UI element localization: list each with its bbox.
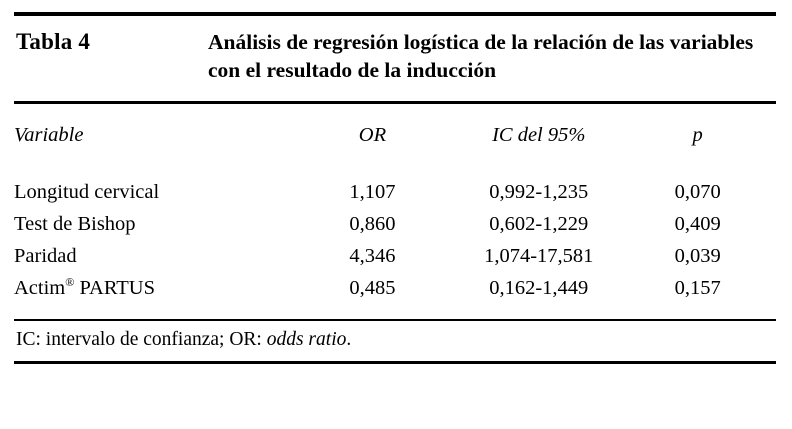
regression-table: Variable OR IC del 95% p Longitud cervic… (14, 104, 753, 305)
variable-text: PARTUS (74, 276, 156, 299)
cell-ic95: 0,992-1,235 (489, 180, 589, 203)
footnote-text: . (346, 328, 352, 350)
top-rule (14, 12, 776, 16)
bottom-rule (14, 360, 776, 364)
table-row: Test de Bishop 0,860 0,602-1,229 0,409 (14, 209, 753, 241)
cell-ic95: 0,602-1,229 (489, 212, 589, 235)
cell-or: 0,485 (349, 276, 396, 299)
header-p: p (692, 123, 703, 146)
table-row: Paridad 4,346 1,074-17,581 0,039 (14, 241, 753, 273)
cell-p: 0,157 (674, 276, 721, 299)
footnote-text: IC: intervalo de confianza; OR: (16, 328, 267, 350)
header-variable: Variable (14, 123, 84, 146)
cell-variable: Actim® PARTUS (14, 273, 310, 305)
header-rule (14, 100, 776, 104)
table-footnote: IC: intervalo de confianza; OR: odds rat… (14, 321, 776, 361)
table-label: Tabla 4 (16, 29, 91, 54)
table-row: Actim® PARTUS 0,485 0,162-1,449 0,157 (14, 273, 753, 305)
cell-variable: Paridad (14, 244, 77, 267)
cell-or: 0,860 (349, 212, 396, 235)
cell-p: 0,070 (674, 180, 721, 203)
header-ic95: IC del 95% (492, 123, 586, 146)
cell-ic95: 0,162-1,449 (489, 276, 589, 299)
table-caption: Tabla 4 Análisis de regresión logística … (14, 16, 776, 101)
registered-trademark-symbol: ® (65, 274, 75, 289)
variable-text: Actim (14, 276, 66, 299)
cell-p: 0,409 (674, 212, 721, 235)
cell-variable: Test de Bishop (14, 212, 136, 235)
cell-or: 4,346 (349, 244, 396, 267)
table-header-row: Variable OR IC del 95% p (14, 104, 753, 177)
cell-or: 1,107 (349, 180, 396, 203)
spacer (14, 305, 776, 319)
table-title: Análisis de regresión logística de la re… (208, 30, 754, 83)
footnote-rule (14, 318, 776, 321)
footnote-italic-text: odds ratio (266, 328, 347, 350)
cell-variable: Longitud cervical (14, 180, 160, 203)
header-or: OR (358, 123, 387, 146)
cell-p: 0,039 (674, 244, 721, 267)
cell-ic95: 1,074-17,581 (484, 244, 594, 267)
table-row: Longitud cervical 1,107 0,992-1,235 0,07… (14, 177, 753, 209)
